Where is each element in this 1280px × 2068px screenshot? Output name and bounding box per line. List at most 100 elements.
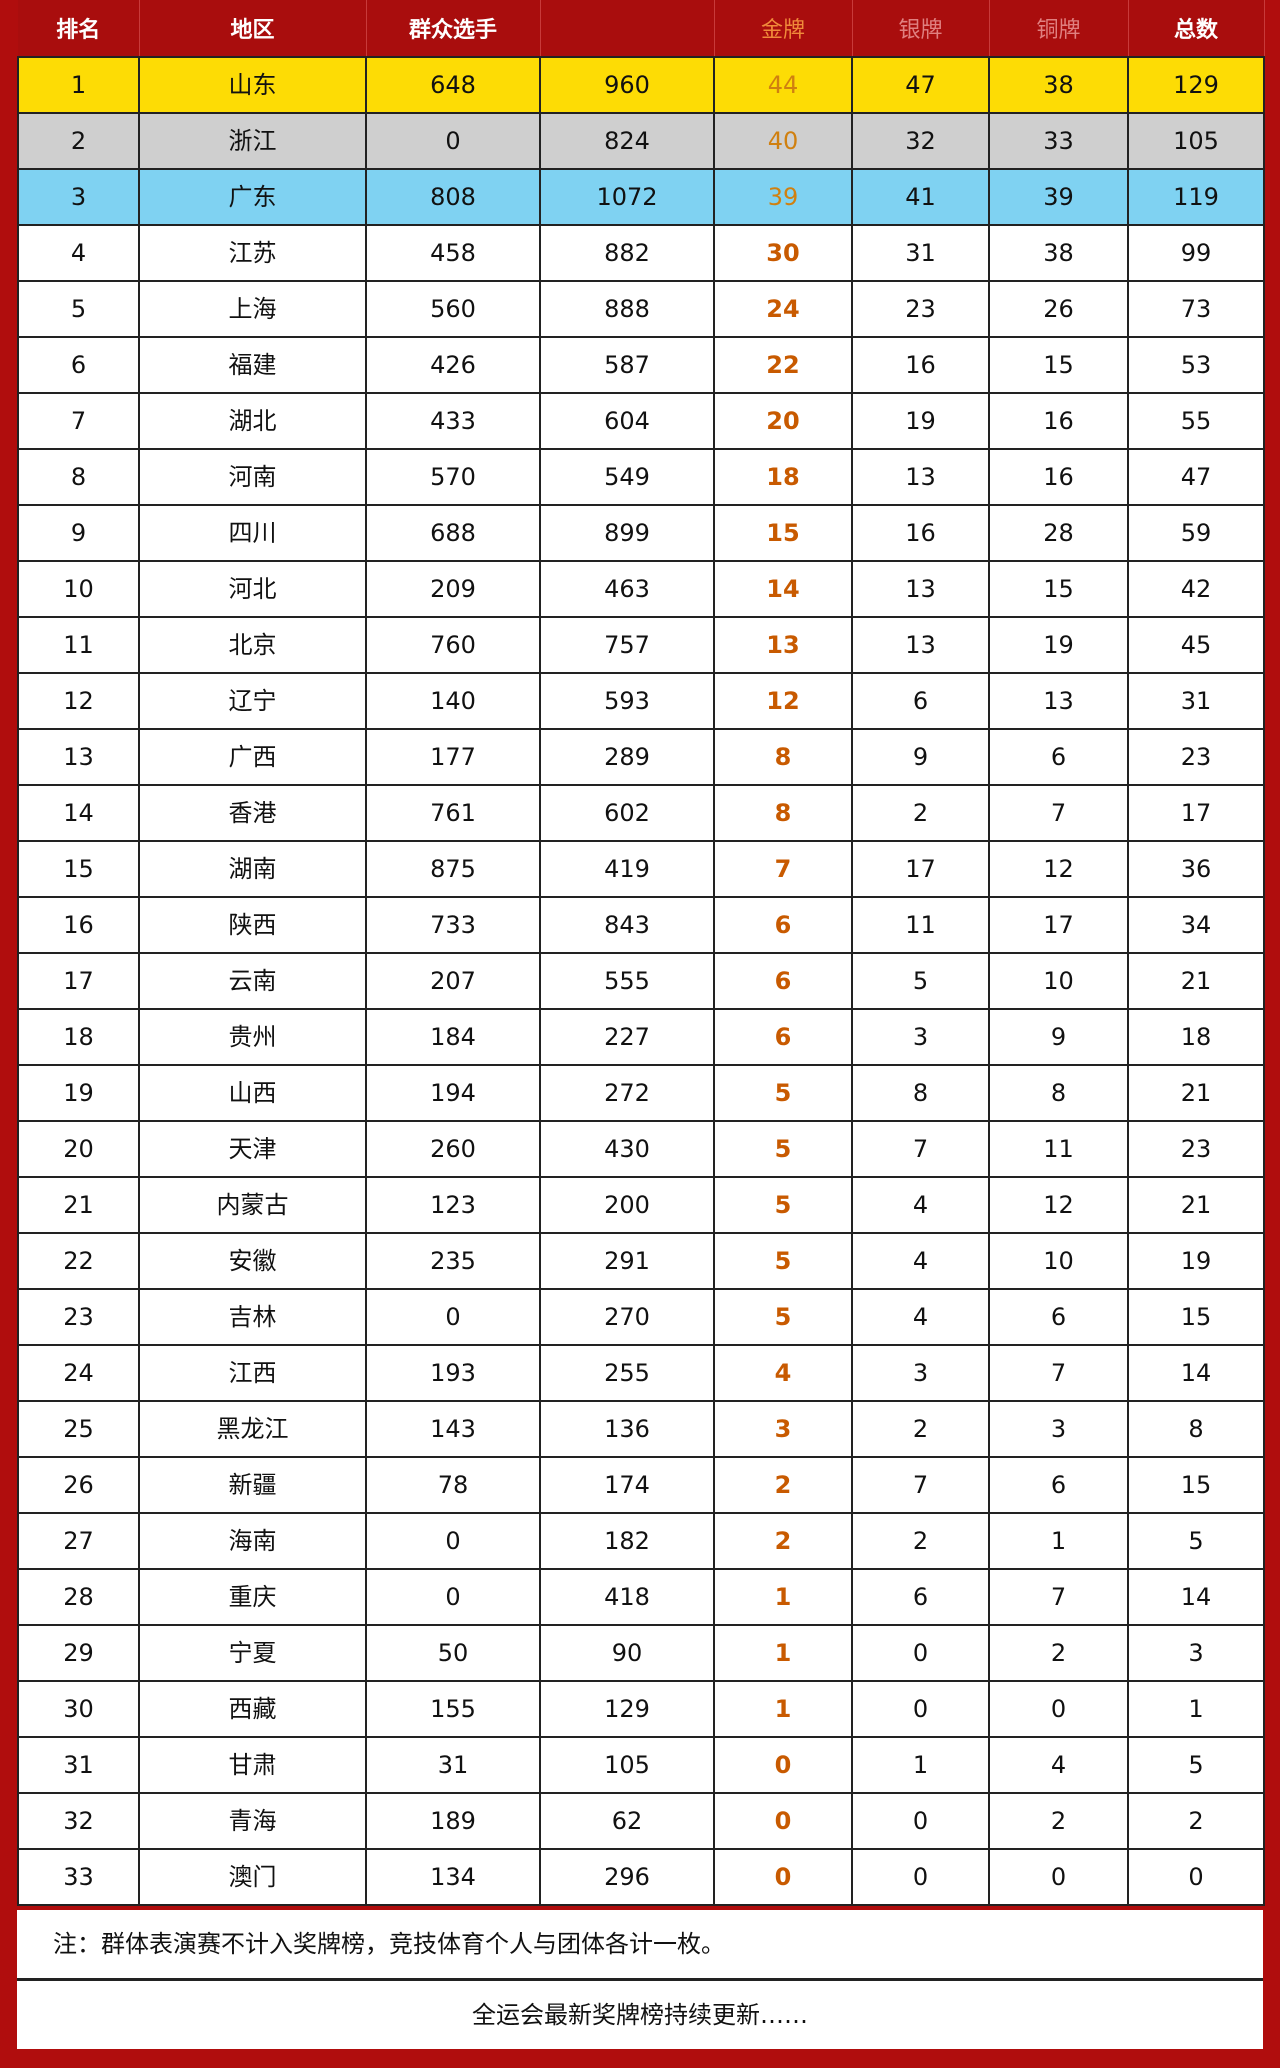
cell-gold: 40	[713, 112, 853, 170]
header-rank: 排名	[18, 0, 140, 57]
cell-region: 湖南	[138, 840, 367, 898]
cell-rank: 6	[17, 336, 140, 394]
cell-athletes: 882	[539, 224, 715, 282]
table-row: 12 辽宁 140 593 12 6 13 31	[17, 672, 1265, 730]
cell-total: 2	[1127, 1792, 1265, 1850]
cell-bronze: 7	[988, 784, 1129, 842]
cell-total: 23	[1127, 728, 1265, 786]
table-row: 2 浙江 0 824 40 32 33 105	[17, 112, 1265, 170]
cell-gold: 15	[713, 504, 853, 562]
cell-mass-athletes: 0	[365, 1568, 541, 1626]
cell-gold: 5	[713, 1064, 853, 1122]
cell-bronze: 12	[988, 1176, 1129, 1234]
cell-athletes: 105	[539, 1736, 715, 1794]
cell-rank: 16	[17, 896, 140, 954]
cell-mass-athletes: 235	[365, 1232, 541, 1290]
cell-region: 广西	[138, 728, 367, 786]
cell-region: 辽宁	[138, 672, 367, 730]
cell-rank: 24	[17, 1344, 140, 1402]
cell-gold: 1	[713, 1624, 853, 1682]
cell-bronze: 38	[988, 56, 1129, 114]
cell-gold: 8	[713, 728, 853, 786]
table-row: 5 上海 560 888 24 23 26 73	[17, 280, 1265, 338]
cell-total: 47	[1127, 448, 1265, 506]
cell-region: 湖北	[138, 392, 367, 450]
cell-athletes: 200	[539, 1176, 715, 1234]
cell-region: 福建	[138, 336, 367, 394]
cell-rank: 5	[17, 280, 140, 338]
cell-athletes: 757	[539, 616, 715, 674]
cell-bronze: 8	[988, 1064, 1129, 1122]
cell-total: 21	[1127, 1064, 1265, 1122]
header-mass-athletes: 群众选手	[366, 0, 541, 57]
cell-silver: 19	[851, 392, 990, 450]
cell-total: 15	[1127, 1456, 1265, 1514]
cell-mass-athletes: 688	[365, 504, 541, 562]
cell-bronze: 11	[988, 1120, 1129, 1178]
cell-gold: 6	[713, 952, 853, 1010]
cell-gold: 1	[713, 1680, 853, 1738]
cell-region: 浙江	[138, 112, 367, 170]
cell-athletes: 430	[539, 1120, 715, 1178]
header-region: 地区	[139, 0, 367, 57]
cell-gold: 5	[713, 1120, 853, 1178]
cell-gold: 12	[713, 672, 853, 730]
cell-region: 澳门	[138, 1848, 367, 1906]
cell-rank: 10	[17, 560, 140, 618]
cell-athletes: 824	[539, 112, 715, 170]
cell-rank: 33	[17, 1848, 140, 1906]
cell-bronze: 16	[988, 392, 1129, 450]
cell-region: 西藏	[138, 1680, 367, 1738]
table-row: 22 安徽 235 291 5 4 10 19	[17, 1232, 1265, 1290]
cell-rank: 4	[17, 224, 140, 282]
table-row: 21 内蒙古 123 200 5 4 12 21	[17, 1176, 1265, 1234]
cell-athletes: 255	[539, 1344, 715, 1402]
cell-silver: 13	[851, 560, 990, 618]
cell-rank: 12	[17, 672, 140, 730]
cell-mass-athletes: 143	[365, 1400, 541, 1458]
cell-athletes: 1072	[539, 168, 715, 226]
cell-bronze: 39	[988, 168, 1129, 226]
cell-silver: 41	[851, 168, 990, 226]
cell-gold: 3	[713, 1400, 853, 1458]
cell-gold: 0	[713, 1736, 853, 1794]
cell-bronze: 7	[988, 1344, 1129, 1402]
cell-mass-athletes: 648	[365, 56, 541, 114]
cell-total: 34	[1127, 896, 1265, 954]
cell-region: 吉林	[138, 1288, 367, 1346]
cell-total: 36	[1127, 840, 1265, 898]
cell-region: 内蒙古	[138, 1176, 367, 1234]
cell-bronze: 3	[988, 1400, 1129, 1458]
cell-bronze: 15	[988, 336, 1129, 394]
cell-region: 安徽	[138, 1232, 367, 1290]
cell-silver: 9	[851, 728, 990, 786]
cell-total: 119	[1127, 168, 1265, 226]
cell-gold: 6	[713, 1008, 853, 1066]
cell-silver: 0	[851, 1848, 990, 1906]
cell-bronze: 6	[988, 728, 1129, 786]
cell-athletes: 960	[539, 56, 715, 114]
cell-athletes: 587	[539, 336, 715, 394]
table-row: 8 河南 570 549 18 13 16 47	[17, 448, 1265, 506]
cell-silver: 11	[851, 896, 990, 954]
cell-silver: 5	[851, 952, 990, 1010]
cell-region: 河南	[138, 448, 367, 506]
cell-gold: 0	[713, 1848, 853, 1906]
cell-gold: 20	[713, 392, 853, 450]
table-row: 29 宁夏 50 90 1 0 2 3	[17, 1624, 1265, 1682]
table-row: 28 重庆 0 418 1 6 7 14	[17, 1568, 1265, 1626]
cell-silver: 23	[851, 280, 990, 338]
table-row: 32 青海 189 62 0 0 2 2	[17, 1792, 1265, 1850]
cell-silver: 2	[851, 1400, 990, 1458]
cell-bronze: 6	[988, 1456, 1129, 1514]
table-row: 4 江苏 458 882 30 31 38 99	[17, 224, 1265, 282]
cell-bronze: 26	[988, 280, 1129, 338]
cell-gold: 6	[713, 896, 853, 954]
cell-total: 129	[1127, 56, 1265, 114]
cell-rank: 25	[17, 1400, 140, 1458]
cell-total: 42	[1127, 560, 1265, 618]
cell-athletes: 555	[539, 952, 715, 1010]
cell-mass-athletes: 123	[365, 1176, 541, 1234]
cell-mass-athletes: 207	[365, 952, 541, 1010]
cell-athletes: 604	[539, 392, 715, 450]
